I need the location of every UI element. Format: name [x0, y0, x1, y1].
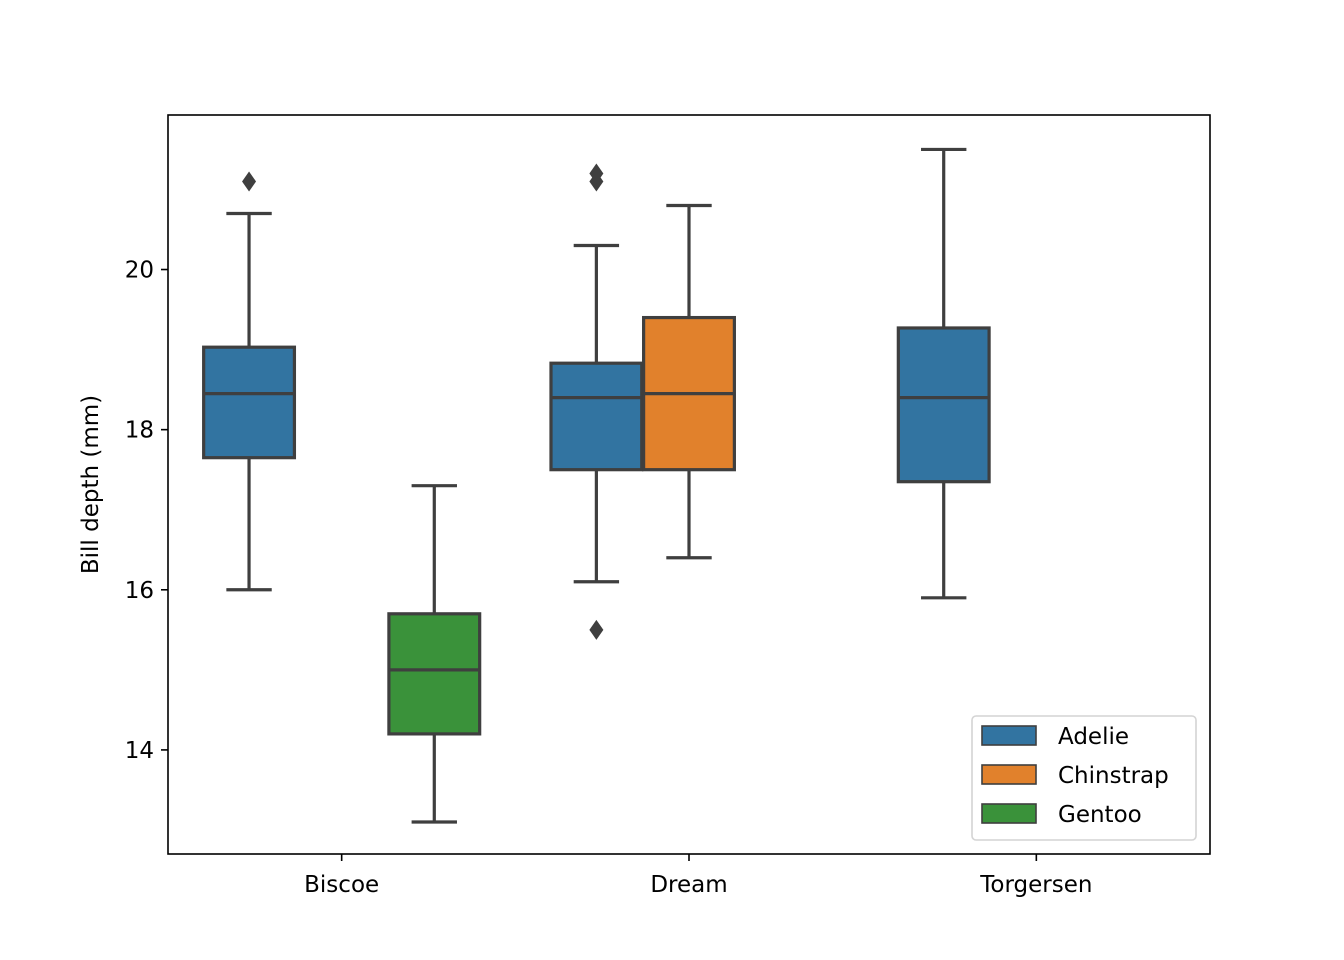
legend-item-chinstrap: Chinstrap	[981, 763, 1169, 789]
legend-item-adelie: Adelie	[981, 724, 1129, 750]
plot-area	[202, 147, 991, 824]
box-torgersen-adelie	[896, 147, 991, 600]
y-axis: 14 16 18 20	[125, 258, 168, 764]
box-dream-chinstrap	[642, 203, 736, 560]
x-tick-label: Biscoe	[304, 872, 379, 898]
legend: Adelie Chinstrap Gentoo	[971, 715, 1197, 841]
y-tick-label: 18	[125, 418, 154, 444]
legend-label: Chinstrap	[1058, 763, 1169, 789]
y-tick-label: 16	[125, 578, 154, 604]
box-iqr	[202, 345, 297, 460]
legend-swatch	[981, 725, 1037, 746]
x-tick-label: Torgersen	[979, 872, 1092, 898]
outlier-point	[589, 163, 604, 184]
outlier-point	[242, 171, 257, 192]
outlier-point	[589, 619, 604, 640]
y-axis-title: Bill depth (mm)	[78, 395, 104, 574]
box-iqr	[387, 612, 482, 736]
legend-item-gentoo: Gentoo	[981, 802, 1142, 828]
legend-swatch	[981, 803, 1037, 824]
y-tick-label: 14	[125, 738, 154, 764]
legend-swatch	[981, 764, 1037, 785]
x-axis: Biscoe Dream Torgersen	[304, 854, 1092, 898]
y-tick-label: 20	[125, 258, 154, 284]
box-biscoe-adelie	[202, 171, 297, 592]
legend-label: Adelie	[1058, 724, 1129, 750]
legend-label: Gentoo	[1058, 802, 1142, 828]
box-iqr	[896, 326, 991, 484]
box-dream-adelie	[549, 163, 644, 640]
x-tick-label: Dream	[650, 872, 727, 898]
box-biscoe-gentoo	[387, 484, 482, 824]
box-iqr	[549, 361, 644, 472]
